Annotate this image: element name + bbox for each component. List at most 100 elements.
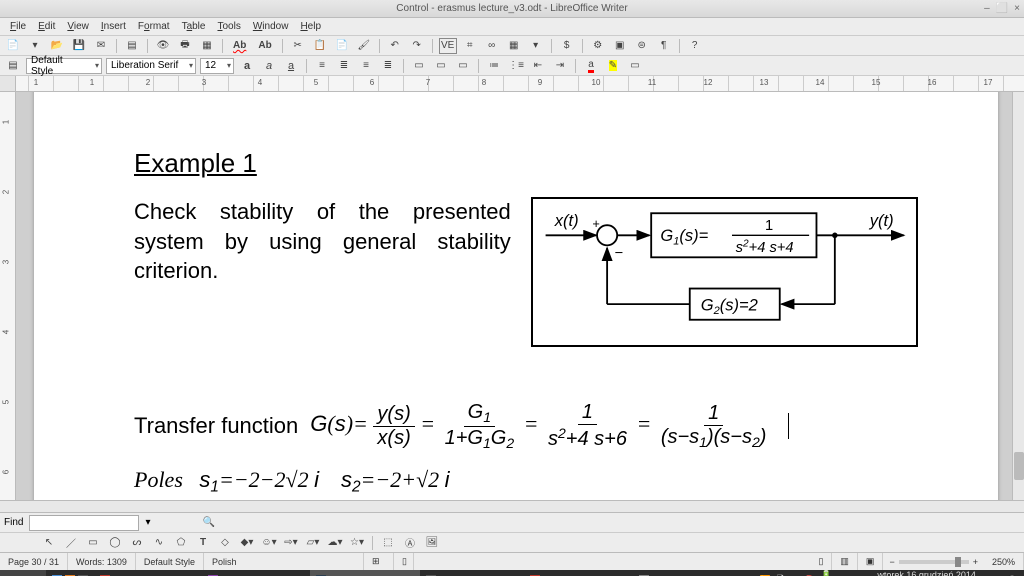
status-sel[interactable]: ▯ xyxy=(394,553,414,570)
find-next-icon[interactable]: 🔍 xyxy=(202,517,214,528)
copy-icon[interactable]: 📋 xyxy=(311,38,329,54)
open-icon[interactable]: 📂 xyxy=(48,38,66,54)
nonprint-icon[interactable]: ¶ xyxy=(655,38,673,54)
taskbar-task[interactable]: 2015-zima_Erasmus xyxy=(94,570,202,576)
table-icon[interactable]: ⌗ xyxy=(461,38,479,54)
line-icon[interactable]: ／ xyxy=(62,535,80,551)
find-dropdown-icon[interactable]: ▾ xyxy=(145,517,150,528)
start-menu[interactable]: ◷ Menu xyxy=(0,570,46,576)
hyperlink-icon[interactable]: VE xyxy=(439,38,457,54)
font-name-select[interactable]: Liberation Serif xyxy=(106,58,196,74)
autospell-icon[interactable]: Ab xyxy=(254,38,275,54)
view-multi-icon[interactable]: ▥ xyxy=(832,553,858,570)
zoom-value[interactable]: 250% xyxy=(984,553,1024,570)
underline-button[interactable]: a xyxy=(282,58,300,74)
bgcolor-icon[interactable]: ▭ xyxy=(626,58,644,74)
taskbar-task[interactable]: Folder domowy xyxy=(633,570,720,576)
undo-icon[interactable]: ↶ xyxy=(386,38,404,54)
vertical-ruler[interactable]: 123456 xyxy=(0,92,16,500)
paste-icon[interactable]: 📄 xyxy=(333,38,351,54)
points-icon[interactable]: ⬚ xyxy=(379,535,397,551)
system-tray[interactable]: ⌨▲📶🗎✎🔇 🔋100% hp wtorek 16 grudzień 2014,… xyxy=(720,570,1024,576)
menu-edit[interactable]: Edit xyxy=(32,21,61,32)
link-icon[interactable]: ∞ xyxy=(483,38,501,54)
export-pdf-icon[interactable]: ▤ xyxy=(123,38,141,54)
polygon-icon[interactable]: ⬠ xyxy=(172,535,190,551)
align-right-icon[interactable]: ≡ xyxy=(357,58,375,74)
status-words[interactable]: Words: 1309 xyxy=(68,553,136,570)
dropdown2-icon[interactable]: ▾ xyxy=(527,38,545,54)
align-center-icon[interactable]: ≣ xyxy=(335,58,353,74)
lineheight-icon[interactable]: ▭ xyxy=(454,58,472,74)
bold-button[interactable]: a xyxy=(238,58,256,74)
spellcheck-icon[interactable]: Ab xyxy=(229,38,250,54)
menu-file[interactable]: File xyxy=(4,21,32,32)
flowchart-icon[interactable]: ▱▾ xyxy=(304,535,322,551)
redo-icon[interactable]: ↷ xyxy=(408,38,426,54)
highlight-icon[interactable]: ✎ xyxy=(604,58,622,74)
outdent-icon[interactable]: ⇤ xyxy=(529,58,547,74)
zoom-slider[interactable]: −+ xyxy=(883,557,984,567)
styles-window-icon[interactable]: ▤ xyxy=(4,58,22,74)
rtl-icon[interactable]: ▭ xyxy=(432,58,450,74)
align-justify-icon[interactable]: ≣ xyxy=(379,58,397,74)
menu-view[interactable]: View xyxy=(61,21,95,32)
menu-format[interactable]: Format xyxy=(132,21,176,32)
cut-icon[interactable]: ✂ xyxy=(289,38,307,54)
save-icon[interactable]: 💾 xyxy=(70,38,88,54)
email-icon[interactable]: ✉ xyxy=(92,38,110,54)
styles-icon[interactable]: $ xyxy=(558,38,576,54)
fontwork-icon[interactable]: Ⓐ xyxy=(401,535,419,551)
rect-icon[interactable]: ▭ xyxy=(84,535,102,551)
ltr-icon[interactable]: ▭ xyxy=(410,58,428,74)
menu-table[interactable]: Table xyxy=(176,21,212,32)
ellipse-icon[interactable]: ◯ xyxy=(106,535,124,551)
maximize-button[interactable]: ⬜ xyxy=(996,3,1008,14)
basic-shapes-icon[interactable]: ◆▾ xyxy=(238,535,256,551)
font-size-select[interactable]: 12 xyxy=(200,58,234,74)
text-icon[interactable]: T xyxy=(194,535,212,551)
menu-insert[interactable]: Insert xyxy=(95,21,132,32)
status-insert[interactable]: ⊞ xyxy=(364,553,394,570)
find-input[interactable] xyxy=(29,515,139,531)
font-color-icon[interactable]: a xyxy=(582,58,600,74)
status-lang[interactable]: Polish xyxy=(204,553,364,570)
quick-launch[interactable] xyxy=(46,570,94,576)
taskbar-task[interactable]: Control - erasmus l… xyxy=(310,570,420,576)
view-single-icon[interactable]: ▯ xyxy=(810,553,832,570)
menu-help[interactable]: Help xyxy=(294,21,327,32)
menu-tools[interactable]: Tools xyxy=(211,21,246,32)
vertical-scrollbar[interactable] xyxy=(1012,92,1024,500)
pointer-icon[interactable]: ↖ xyxy=(40,535,58,551)
status-style[interactable]: Default Style xyxy=(136,553,204,570)
callout-shapes-icon[interactable]: ☁▾ xyxy=(326,535,344,551)
symbol-shapes-icon[interactable]: ☺▾ xyxy=(260,535,278,551)
freeform-icon[interactable]: ᔕ xyxy=(128,535,146,551)
taskbar-task[interactable]: [wxMaxima 12.04… xyxy=(420,570,524,576)
callout-icon[interactable]: ◇ xyxy=(216,535,234,551)
taskbar-task[interactable]: [Laplace transform… xyxy=(202,570,311,576)
taskbar-task[interactable]: Lecture_8.ppt - Lib… xyxy=(524,570,633,576)
horizontal-ruler[interactable]: 11234567891011121314151617 xyxy=(0,76,1024,92)
italic-button[interactable]: a xyxy=(260,58,278,74)
star-icon[interactable]: ☆▾ xyxy=(348,535,366,551)
horizontal-scrollbar[interactable] xyxy=(0,500,1024,512)
para-style-select[interactable]: Default Style xyxy=(26,58,102,74)
minimize-button[interactable]: – xyxy=(984,3,990,14)
print-icon[interactable]: 🖶 xyxy=(176,38,194,54)
from-file-icon[interactable]: 🖼 xyxy=(423,535,441,551)
navigator-icon[interactable]: ▣ xyxy=(611,38,629,54)
print-preview-icon[interactable]: 👁 xyxy=(154,38,172,54)
close-button[interactable]: × xyxy=(1014,3,1020,14)
gallery-icon[interactable]: ⊜ xyxy=(633,38,651,54)
gear-icon[interactable]: ⚙ xyxy=(589,38,607,54)
page[interactable]: Example 1 Check stability of the present… xyxy=(34,92,998,500)
align-left-icon[interactable]: ≡ xyxy=(313,58,331,74)
clone-fmt-icon[interactable]: 🖌 xyxy=(355,38,373,54)
indent-icon[interactable]: ⇥ xyxy=(551,58,569,74)
view-book-icon[interactable]: ▣ xyxy=(858,553,884,570)
help-icon[interactable]: ? xyxy=(686,38,704,54)
arrow-shapes-icon[interactable]: ⇨▾ xyxy=(282,535,300,551)
bullet-list-icon[interactable]: ⋮≡ xyxy=(507,58,525,74)
status-page[interactable]: Page 30 / 31 xyxy=(0,553,68,570)
